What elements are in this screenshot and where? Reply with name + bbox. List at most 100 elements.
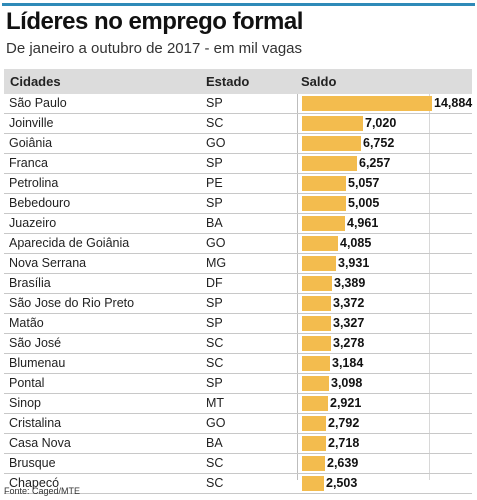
state-label: SP bbox=[206, 196, 223, 210]
bar bbox=[302, 476, 324, 491]
bar bbox=[302, 296, 331, 311]
bar bbox=[302, 136, 361, 151]
state-label: MT bbox=[206, 396, 225, 410]
city-label: Matão bbox=[9, 316, 44, 330]
table-row: Petrolina PE 5,057 bbox=[4, 174, 472, 194]
table-row: Matão SP 3,327 bbox=[4, 314, 472, 334]
bar bbox=[302, 216, 345, 231]
value-label: 6,752 bbox=[363, 136, 395, 150]
bar bbox=[302, 116, 363, 131]
table-row: São Jose do Rio Preto SP 3,372 bbox=[4, 294, 472, 314]
city-label: Franca bbox=[9, 156, 48, 170]
state-label: SC bbox=[206, 356, 224, 370]
city-label: Juazeiro bbox=[9, 216, 57, 230]
value-label: 3,931 bbox=[338, 256, 370, 270]
table-row: Bebedouro SP 5,005 bbox=[4, 194, 472, 214]
state-label: MG bbox=[206, 256, 227, 270]
value-label: 3,389 bbox=[334, 276, 366, 290]
table-row: Chapecó SC 2,503 bbox=[4, 474, 472, 494]
value-label: 3,278 bbox=[333, 336, 365, 350]
bar bbox=[302, 456, 325, 471]
bar bbox=[302, 356, 330, 371]
state-label: GO bbox=[206, 136, 226, 150]
table-row: Joinville SC 7,020 bbox=[4, 114, 472, 134]
chart-title: Líderes no emprego formal bbox=[6, 8, 303, 35]
bar bbox=[302, 236, 338, 251]
bar bbox=[302, 436, 326, 451]
bar bbox=[302, 376, 329, 391]
table-header bbox=[4, 69, 472, 94]
value-label: 5,057 bbox=[348, 176, 380, 190]
value-label: 3,098 bbox=[331, 376, 363, 390]
city-label: Goiânia bbox=[9, 136, 53, 150]
city-label: Joinville bbox=[9, 116, 54, 130]
city-label: São Paulo bbox=[9, 96, 67, 110]
state-label: GO bbox=[206, 236, 226, 250]
state-label: SP bbox=[206, 156, 223, 170]
value-label: 3,184 bbox=[332, 356, 364, 370]
city-label: Sinop bbox=[9, 396, 41, 410]
state-label: BA bbox=[206, 216, 223, 230]
table-row: Brusque SC 2,639 bbox=[4, 454, 472, 474]
value-label: 14,884 bbox=[434, 96, 473, 110]
city-label: Brasília bbox=[9, 276, 51, 290]
table-row: Franca SP 6,257 bbox=[4, 154, 472, 174]
bar bbox=[302, 156, 357, 171]
value-label: 3,372 bbox=[333, 296, 365, 310]
state-label: DF bbox=[206, 276, 223, 290]
table-row: Juazeiro BA 4,961 bbox=[4, 214, 472, 234]
table-row: Nova Serrana MG 3,931 bbox=[4, 254, 472, 274]
city-label: Bebedouro bbox=[9, 196, 71, 210]
city-label: Cristalina bbox=[9, 416, 62, 430]
state-label: SC bbox=[206, 336, 224, 350]
chart-subtitle: De janeiro a outubro de 2017 - em mil va… bbox=[6, 40, 303, 57]
bar-guide-line bbox=[429, 94, 430, 480]
header-state: Estado bbox=[206, 74, 250, 89]
city-label: Chapecó bbox=[9, 476, 60, 490]
bar bbox=[302, 176, 346, 191]
table-row: Casa Nova BA 2,718 bbox=[4, 434, 472, 454]
source-note: Fonte: Caged/MTE bbox=[4, 486, 81, 496]
bar bbox=[302, 316, 331, 331]
city-label: Pontal bbox=[9, 376, 45, 390]
table-row: Cristalina GO 2,792 bbox=[4, 414, 472, 434]
bar bbox=[302, 396, 328, 411]
state-label: SC bbox=[206, 456, 224, 470]
city-label: São Jose do Rio Preto bbox=[9, 296, 135, 310]
value-label: 4,961 bbox=[347, 216, 379, 230]
city-label: Nova Serrana bbox=[9, 256, 87, 270]
state-label: PE bbox=[206, 176, 223, 190]
city-label: Casa Nova bbox=[9, 436, 71, 450]
chart-rows: São Paulo SP 14,884 Joinville SC 7,020 Goiânia… bbox=[4, 94, 472, 494]
bar bbox=[302, 336, 331, 351]
city-label: Aparecida de Goiânia bbox=[9, 236, 130, 250]
table-row: Pontal SP 3,098 bbox=[4, 374, 472, 394]
city-label: São José bbox=[9, 336, 62, 350]
value-label: 5,005 bbox=[348, 196, 380, 210]
table-row: Brasília DF 3,389 bbox=[4, 274, 472, 294]
table-row: São Paulo SP 14,884 bbox=[4, 94, 472, 114]
state-label: SC bbox=[206, 116, 224, 130]
table-row: Sinop MT 2,921 bbox=[4, 394, 472, 414]
city-label: Petrolina bbox=[9, 176, 59, 190]
city-label: Blumenau bbox=[9, 356, 66, 370]
accent-rule bbox=[2, 3, 475, 6]
state-label: GO bbox=[206, 416, 226, 430]
bar bbox=[302, 416, 326, 431]
state-label: SP bbox=[206, 96, 223, 110]
state-label: SP bbox=[206, 296, 223, 310]
value-label: 3,327 bbox=[333, 316, 365, 330]
state-label: SP bbox=[206, 316, 223, 330]
value-label: 2,792 bbox=[328, 416, 360, 430]
bar bbox=[302, 196, 346, 211]
city-label: Brusque bbox=[9, 456, 56, 470]
bar-axis-line bbox=[297, 94, 298, 480]
value-label: 4,085 bbox=[340, 236, 372, 250]
table-row: São José SC 3,278 bbox=[4, 334, 472, 354]
state-label: BA bbox=[206, 436, 223, 450]
bar bbox=[302, 256, 336, 271]
value-label: 7,020 bbox=[365, 116, 397, 130]
state-label: SP bbox=[206, 376, 223, 390]
header-cities: Cidades bbox=[10, 74, 61, 89]
value-label: 2,639 bbox=[327, 456, 359, 470]
